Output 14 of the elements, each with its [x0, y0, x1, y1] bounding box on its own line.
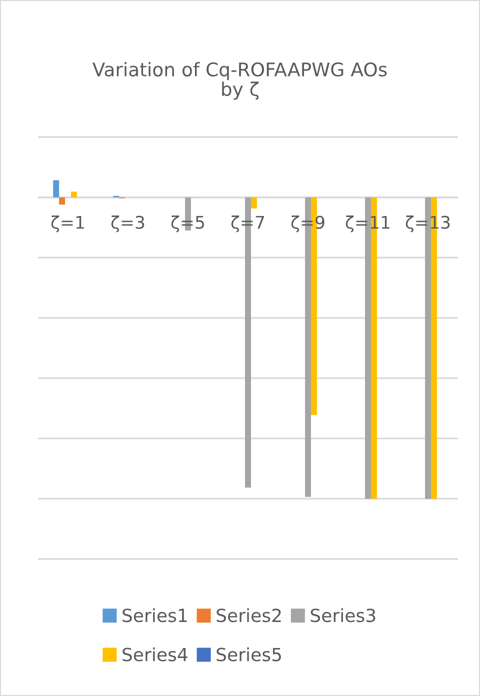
legend-label: Series3 [310, 608, 376, 622]
legend-label: Series1 [122, 608, 187, 622]
bar [70, 192, 77, 198]
x-tick-label: ζ=5 [171, 215, 204, 232]
bar [250, 197, 257, 209]
bar [59, 197, 66, 205]
x-tick-label: ζ=1 [51, 215, 84, 232]
legend-label: Series4 [122, 647, 188, 662]
chart-title: Variation of Cq-ROFAAPWG AOs by ζ [92, 62, 387, 100]
legend-label: Series2 [216, 608, 281, 622]
legend-label: Series5 [216, 647, 281, 662]
bar [53, 180, 60, 198]
x-tick-label: ζ=7 [231, 215, 264, 232]
x-tick-label: ζ=3 [111, 215, 144, 232]
